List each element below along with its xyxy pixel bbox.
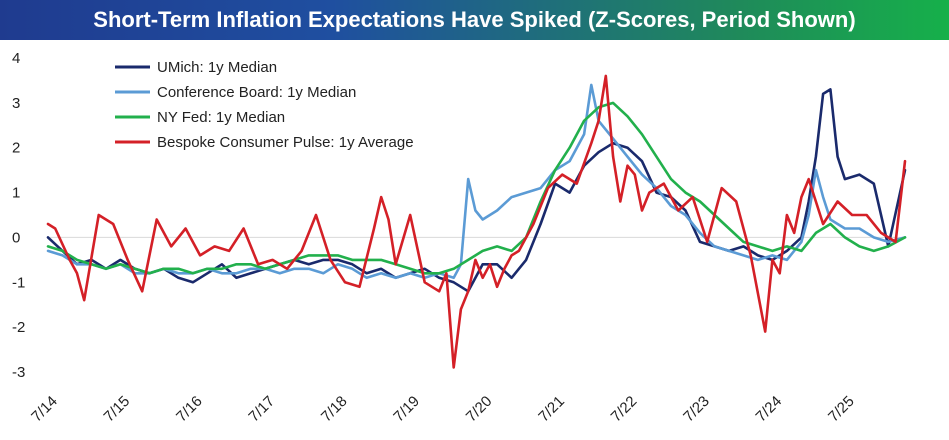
series-line-3 [46, 74, 907, 369]
y-tick-label: -3 [12, 364, 25, 381]
x-tick-label: 7/15 [101, 393, 134, 426]
chart-title: Short-Term Inflation Expectations Have S… [93, 7, 856, 32]
y-tick-label: 4 [12, 50, 20, 67]
x-tick-label: 7/22 [608, 393, 641, 426]
x-tick-label: 7/17 [245, 393, 278, 426]
x-tick-label: 7/14 [28, 393, 61, 426]
x-tick-label: 7/23 [680, 393, 713, 426]
x-tick-label: 7/16 [173, 393, 206, 426]
x-tick-label: 7/20 [463, 393, 496, 426]
x-tick-label: 7/25 [825, 393, 858, 426]
y-tick-label: 0 [12, 229, 20, 246]
legend-label: Bespoke Consumer Pulse: 1y Average [157, 134, 414, 151]
y-tick-label: 2 [12, 140, 20, 157]
title-bar [0, 0, 949, 40]
legend-label: Conference Board: 1y Median [157, 84, 356, 101]
x-tick-label: 7/19 [390, 393, 423, 426]
legend-label: NY Fed: 1y Median [157, 109, 285, 126]
series-line-0 [46, 88, 907, 293]
series-line-2 [46, 101, 907, 275]
x-tick-label: 7/24 [753, 393, 786, 426]
y-tick-label: -2 [12, 319, 25, 336]
x-tick-label: 7/18 [318, 393, 351, 426]
plot-area: 4 3 2 1 0 -1 -2 -3 7/14 7/15 7/16 7/17 7/18 7/19 7/20… [12, 50, 907, 426]
y-tick-label: 1 [12, 185, 20, 202]
x-tick-label: 7/21 [535, 393, 568, 426]
y-tick-label: -1 [12, 274, 25, 291]
legend-label: UMich: 1y Median [157, 59, 277, 76]
y-tick-label: 3 [12, 95, 20, 112]
